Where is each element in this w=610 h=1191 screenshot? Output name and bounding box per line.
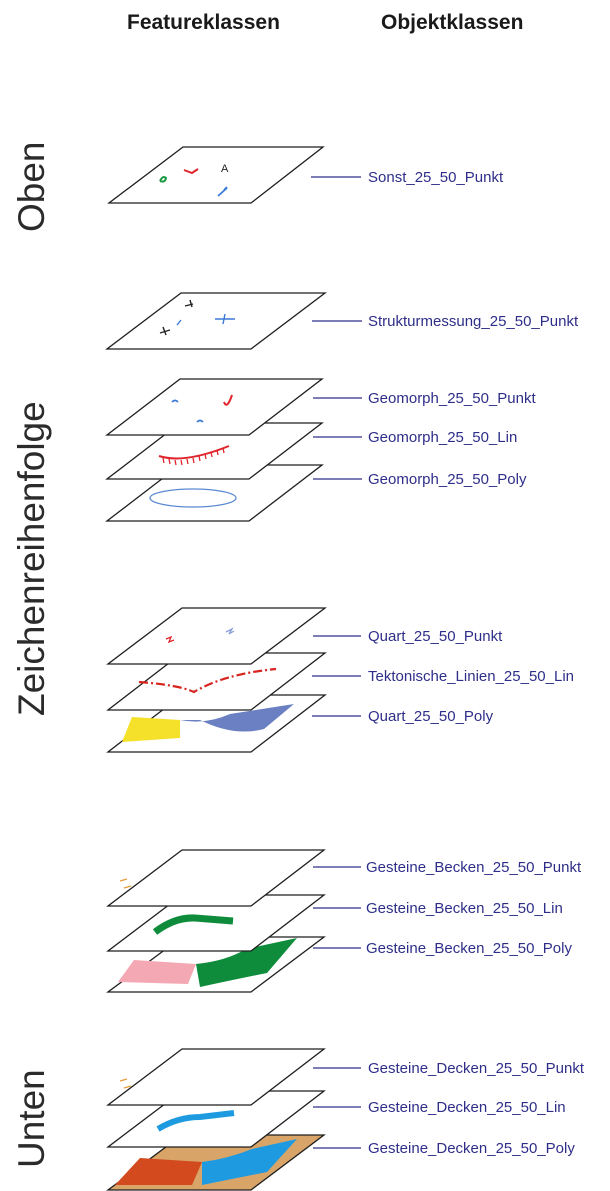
- label-quart-poly: Quart_25_50_Poly: [368, 708, 494, 725]
- label-geomorph-punkt: Geomorph_25_50_Punkt: [368, 390, 536, 407]
- plane-tektonische-linien-lin: [106, 652, 327, 711]
- label-list: Sonst_25_50_Punkt Strukturmessung_25_50_…: [311, 169, 585, 1157]
- plane-gesteine-decken-poly: [106, 1134, 326, 1191]
- side-label-top: Oben: [11, 141, 52, 232]
- label-geomorph-poly: Geomorph_25_50_Poly: [368, 471, 527, 488]
- header-object-classes: Objektklassen: [381, 11, 523, 34]
- label-gesteine-decken-poly: Gesteine_Decken_25_50_Poly: [368, 1140, 575, 1157]
- label-sonst-punkt: Sonst_25_50_Punkt: [368, 169, 504, 186]
- plane-geomorph-punkt: [105, 378, 324, 436]
- plane-geomorph-poly: [105, 464, 324, 522]
- plane-gesteine-becken-lin: [106, 894, 326, 952]
- side-label-bottom: Unten: [11, 1069, 52, 1168]
- label-geomorph-lin: Geomorph_25_50_Lin: [368, 429, 517, 446]
- label-gesteine-decken-lin: Gesteine_Decken_25_50_Lin: [368, 1099, 566, 1116]
- plane-glyph-a: A: [221, 163, 229, 175]
- plane-gesteine-becken-punkt: [106, 849, 326, 907]
- plane-sonst-punkt: A: [107, 146, 325, 204]
- plane-quart-poly: [106, 694, 327, 753]
- plane-gesteine-decken-punkt: [106, 1048, 326, 1106]
- side-label-drawing-order: Zeichenreihenfolge: [11, 401, 52, 716]
- label-quart-punkt: Quart_25_50_Punkt: [368, 628, 503, 645]
- plane-gesteine-decken-lin: [106, 1090, 326, 1148]
- plane-geomorph-lin: [105, 422, 324, 480]
- plane-gesteine-becken-poly: [106, 936, 326, 993]
- plane-quart-punkt: [106, 607, 327, 665]
- label-gesteine-becken-lin: Gesteine_Becken_25_50_Lin: [366, 900, 563, 917]
- plane-strukturmessung-punkt: [105, 292, 327, 350]
- label-gesteine-becken-punkt: Gesteine_Becken_25_50_Punkt: [366, 859, 582, 876]
- label-tektonische-linien-lin: Tektonische_Linien_25_50_Lin: [368, 668, 574, 685]
- label-gesteine-becken-poly: Gesteine_Becken_25_50_Poly: [366, 940, 572, 957]
- label-gesteine-decken-punkt: Gesteine_Decken_25_50_Punkt: [368, 1060, 585, 1077]
- label-strukturmessung-punkt: Strukturmessung_25_50_Punkt: [368, 313, 579, 330]
- header-feature-classes: Featureklassen: [127, 11, 280, 34]
